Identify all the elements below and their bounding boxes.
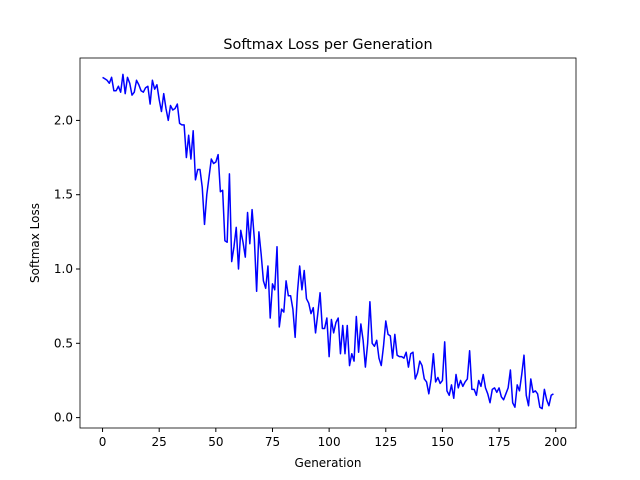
y-tick-label: 1.0 xyxy=(54,262,73,276)
x-tick-label: 175 xyxy=(488,435,511,449)
y-tick-label: 1.5 xyxy=(54,188,73,202)
x-tick-label: 25 xyxy=(152,435,167,449)
x-tick-label: 100 xyxy=(318,435,341,449)
x-tick-label: 50 xyxy=(208,435,223,449)
y-tick-label: 0.5 xyxy=(54,336,73,350)
y-tick-label: 2.0 xyxy=(54,113,73,127)
chart-title: Softmax Loss per Generation xyxy=(223,37,432,53)
plot-frame xyxy=(79,57,577,429)
y-tick-label: 0.0 xyxy=(54,411,73,425)
x-tick-label: 0 xyxy=(99,435,107,449)
x-tick-label: 125 xyxy=(374,435,397,449)
x-axis-label: Generation xyxy=(295,456,362,470)
y-axis-label: Softmax Loss xyxy=(28,203,42,283)
x-tick-label: 75 xyxy=(265,435,280,449)
x-tick-label: 150 xyxy=(431,435,454,449)
data-line xyxy=(102,73,554,410)
x-tick-label: 200 xyxy=(544,435,567,449)
